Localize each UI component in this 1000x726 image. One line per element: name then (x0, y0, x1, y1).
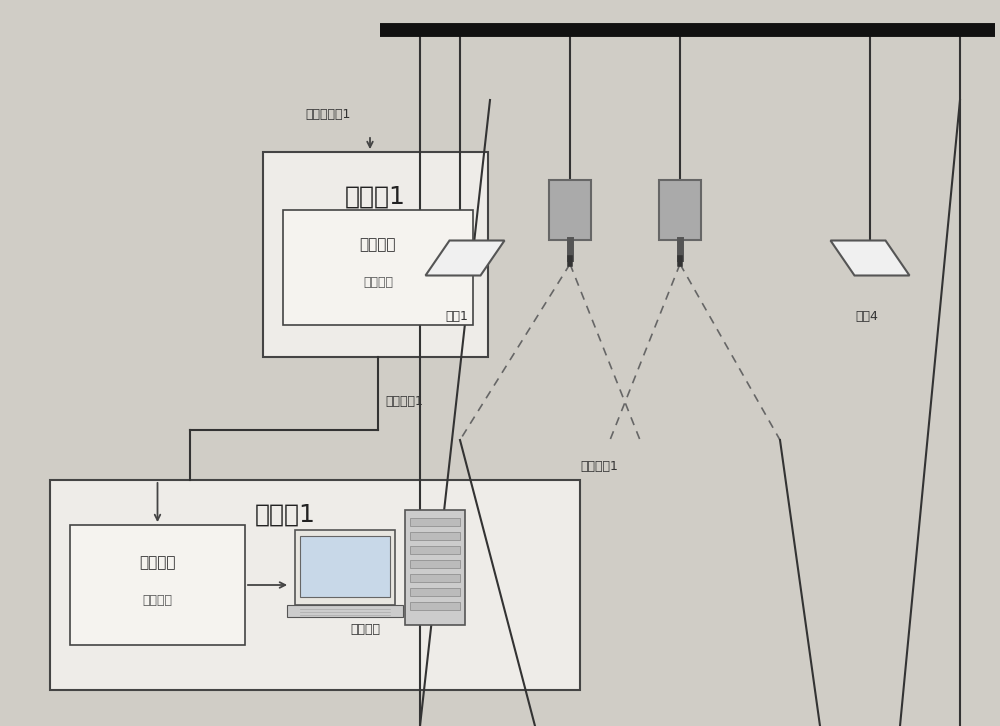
Bar (410, 574, 460, 582)
Bar (405, 510, 465, 625)
Polygon shape (830, 240, 910, 275)
Text: 交换器；: 交换器； (143, 593, 173, 606)
Text: 光纤传输1: 光纤传输1 (385, 395, 423, 408)
Bar (410, 602, 460, 610)
Polygon shape (426, 240, 505, 275)
Text: 工控机；: 工控机； (350, 623, 380, 636)
Text: 控制室1: 控制室1 (255, 503, 315, 527)
Bar (50, 480, 580, 690)
Text: 千兆光纤: 千兆光纤 (139, 555, 176, 571)
Bar (410, 588, 460, 596)
Text: 现场符1: 现场符1 (345, 185, 406, 209)
Bar (70, 525, 245, 645)
Bar (659, 180, 701, 240)
Bar (410, 532, 460, 540)
Bar (410, 560, 460, 568)
Text: 光源4: 光源4 (855, 310, 878, 323)
Bar (295, 530, 395, 605)
Bar (283, 210, 473, 325)
Text: 千兆光纤: 千兆光纤 (360, 237, 396, 253)
Bar (287, 605, 403, 617)
Bar (410, 546, 460, 554)
Bar (549, 180, 591, 240)
Text: 网线和电源1: 网线和电源1 (305, 108, 350, 121)
Text: 传送皮年1: 传送皮年1 (580, 460, 618, 473)
Bar (410, 518, 460, 526)
Text: 交换器；: 交换器； (363, 275, 393, 288)
Text: 光源1: 光源1 (445, 310, 468, 323)
Bar (263, 152, 488, 357)
Bar (300, 536, 390, 597)
